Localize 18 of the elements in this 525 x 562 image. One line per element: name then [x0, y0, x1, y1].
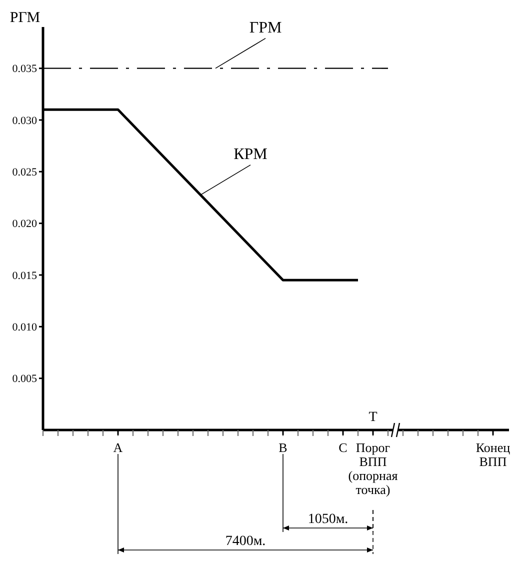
- y-tick-label: 0.030: [12, 114, 38, 127]
- x-tick-label: C: [338, 440, 348, 455]
- y-tick-label: 0.025: [12, 166, 38, 179]
- series-label: ГРМ: [249, 19, 282, 36]
- text: 7400м.: [225, 534, 266, 549]
- y-tick-label: 0.015: [12, 270, 38, 282]
- y-tick-label: 0.020: [12, 218, 38, 230]
- x-tick-label: Конец ВПП: [476, 440, 510, 469]
- x-tick-label: Порог ВПП (опорная точка): [348, 440, 398, 497]
- y-axis-title: РГМ: [10, 10, 40, 26]
- text: КРМ: [234, 146, 268, 163]
- y-tick-label: 0.005: [12, 373, 38, 386]
- x-tick-label: A: [113, 440, 124, 455]
- x-tick-label: B: [278, 440, 288, 455]
- annotation: T: [368, 410, 378, 425]
- text: 1050м.: [308, 512, 348, 527]
- y-tick-label: 0.010: [12, 322, 38, 334]
- y-tick-label: 0.035: [12, 63, 38, 76]
